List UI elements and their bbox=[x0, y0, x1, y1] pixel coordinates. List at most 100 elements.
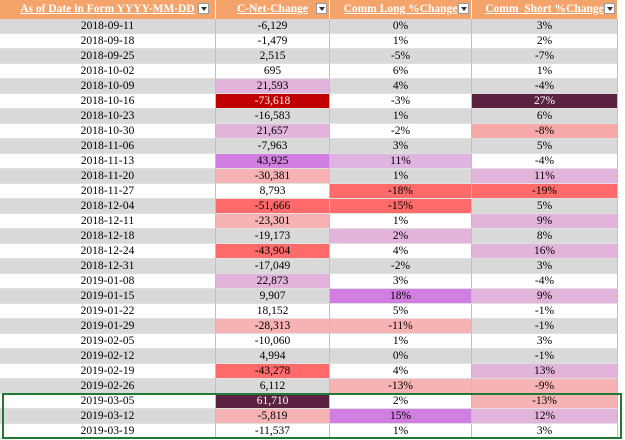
cell: 12% bbox=[472, 409, 618, 424]
cell: 5% bbox=[330, 304, 472, 319]
filter-button[interactable] bbox=[198, 3, 209, 14]
cell: 4% bbox=[330, 244, 472, 259]
cell: 1% bbox=[330, 109, 472, 124]
cell: 3% bbox=[472, 19, 618, 34]
cell: 2018-11-20 bbox=[0, 169, 216, 184]
cell: 2019-03-12 bbox=[0, 409, 216, 424]
cell: -10,060 bbox=[216, 334, 330, 349]
cell: 2019-02-12 bbox=[0, 349, 216, 364]
cell: -11% bbox=[330, 319, 472, 334]
cell: -6,129 bbox=[216, 19, 330, 34]
cell: 2018-12-18 bbox=[0, 229, 216, 244]
cell: -23,301 bbox=[216, 214, 330, 229]
cell: -2% bbox=[330, 259, 472, 274]
cell: 2019-02-26 bbox=[0, 379, 216, 394]
cell: 61,710 bbox=[216, 394, 330, 409]
cell: 2018-12-04 bbox=[0, 199, 216, 214]
cell: -7,963 bbox=[216, 139, 330, 154]
cell: 2019-02-19 bbox=[0, 364, 216, 379]
cell: 2% bbox=[330, 394, 472, 409]
cell: 21,593 bbox=[216, 79, 330, 94]
cell: 3% bbox=[330, 139, 472, 154]
cell: 2019-01-22 bbox=[0, 304, 216, 319]
cell: -19,173 bbox=[216, 229, 330, 244]
cell: 8% bbox=[472, 229, 618, 244]
cell: 1% bbox=[330, 34, 472, 49]
cell: -11,537 bbox=[216, 424, 330, 439]
cell: -73,618 bbox=[216, 94, 330, 109]
filter-button[interactable] bbox=[604, 3, 615, 14]
cell: -7% bbox=[472, 49, 618, 64]
cell: -3% bbox=[330, 94, 472, 109]
cell: 2,515 bbox=[216, 49, 330, 64]
cell: -43,278 bbox=[216, 364, 330, 379]
cell: -19% bbox=[472, 184, 618, 199]
cell: 15% bbox=[330, 409, 472, 424]
filter-button[interactable] bbox=[458, 3, 469, 14]
cell: 9,907 bbox=[216, 289, 330, 304]
cell: 2018-10-09 bbox=[0, 79, 216, 94]
cell: -28,313 bbox=[216, 319, 330, 334]
cell: 2018-09-11 bbox=[0, 19, 216, 34]
cell: 21,657 bbox=[216, 124, 330, 139]
cell: 4% bbox=[330, 364, 472, 379]
cell: 1% bbox=[330, 214, 472, 229]
cell: 5% bbox=[472, 199, 618, 214]
cell: -51,666 bbox=[216, 199, 330, 214]
cell: 5% bbox=[472, 139, 618, 154]
filter-button[interactable] bbox=[316, 3, 327, 14]
cell: 3% bbox=[472, 259, 618, 274]
cell: 3% bbox=[472, 424, 618, 439]
cell: 1% bbox=[472, 64, 618, 79]
cell: 9% bbox=[472, 289, 618, 304]
cell: -4% bbox=[472, 154, 618, 169]
cell: -8% bbox=[472, 124, 618, 139]
cell: -9% bbox=[472, 379, 618, 394]
cell: 3% bbox=[330, 274, 472, 289]
cell: -5% bbox=[330, 49, 472, 64]
cell: -16,583 bbox=[216, 109, 330, 124]
cell: 18% bbox=[330, 289, 472, 304]
cell: 2018-11-06 bbox=[0, 139, 216, 154]
cell: 2018-10-16 bbox=[0, 94, 216, 109]
cell: 1% bbox=[330, 334, 472, 349]
cell: 2018-12-24 bbox=[0, 244, 216, 259]
cell: -4% bbox=[472, 79, 618, 94]
cell: 2018-11-27 bbox=[0, 184, 216, 199]
cell: -13% bbox=[472, 394, 618, 409]
cell: -4% bbox=[472, 274, 618, 289]
cell: 27% bbox=[472, 94, 618, 109]
cell: 4,994 bbox=[216, 349, 330, 364]
column-header: Comm Long %Change bbox=[330, 0, 472, 19]
cell: 2018-09-25 bbox=[0, 49, 216, 64]
cell: 695 bbox=[216, 64, 330, 79]
cell: 2018-10-02 bbox=[0, 64, 216, 79]
cell: -2% bbox=[330, 124, 472, 139]
cell: 2018-11-13 bbox=[0, 154, 216, 169]
cell: 2% bbox=[330, 229, 472, 244]
cell: 2018-12-31 bbox=[0, 259, 216, 274]
cell: 2019-03-05 bbox=[0, 394, 216, 409]
cell: 2% bbox=[472, 34, 618, 49]
cell: 0% bbox=[330, 349, 472, 364]
cell: 6,112 bbox=[216, 379, 330, 394]
cell: 2019-01-08 bbox=[0, 274, 216, 289]
column-header: As of Date in Form YYYY-MM-DD bbox=[0, 0, 216, 19]
column-header: C-Net-Change bbox=[216, 0, 330, 19]
cell: 6% bbox=[472, 109, 618, 124]
cell: 13% bbox=[472, 364, 618, 379]
cell: 1% bbox=[330, 424, 472, 439]
cell: 2019-01-29 bbox=[0, 319, 216, 334]
cell: 4% bbox=[330, 79, 472, 94]
cell: 43,925 bbox=[216, 154, 330, 169]
cell: 22,873 bbox=[216, 274, 330, 289]
cell: -17,049 bbox=[216, 259, 330, 274]
cell: 2019-03-19 bbox=[0, 424, 216, 439]
cell: 8,793 bbox=[216, 184, 330, 199]
cell: 9% bbox=[472, 214, 618, 229]
cell: -1% bbox=[472, 304, 618, 319]
cell: 2018-12-11 bbox=[0, 214, 216, 229]
cell: 2018-09-18 bbox=[0, 34, 216, 49]
cell: -18% bbox=[330, 184, 472, 199]
